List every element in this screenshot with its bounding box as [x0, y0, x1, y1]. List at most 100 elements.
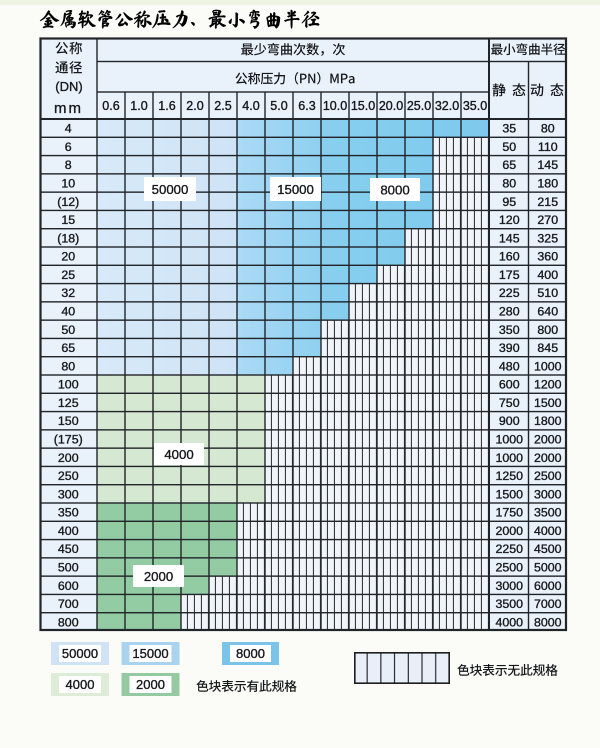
svg-text:4500: 4500	[534, 542, 562, 556]
svg-text:50000: 50000	[62, 646, 98, 661]
svg-text:4.0: 4.0	[242, 99, 259, 113]
svg-text:270: 270	[537, 213, 558, 227]
svg-text:2500: 2500	[534, 469, 562, 483]
svg-text:80: 80	[61, 359, 75, 373]
svg-text:2000: 2000	[144, 569, 173, 584]
svg-text:750: 750	[499, 396, 520, 410]
svg-text:700: 700	[58, 597, 79, 611]
svg-text:300: 300	[58, 487, 79, 501]
svg-text:1200: 1200	[534, 378, 562, 392]
svg-text:2000: 2000	[495, 524, 523, 538]
svg-text:510: 510	[537, 286, 558, 300]
svg-text:1000: 1000	[495, 451, 523, 465]
svg-text:5.0: 5.0	[270, 99, 287, 113]
svg-text:225: 225	[499, 286, 520, 300]
svg-text:95: 95	[502, 195, 516, 209]
svg-text:50: 50	[61, 323, 75, 337]
svg-text:15: 15	[61, 213, 75, 227]
svg-text:65: 65	[502, 158, 516, 172]
svg-text:1000: 1000	[534, 359, 562, 373]
svg-text:100: 100	[58, 378, 79, 392]
svg-text:mm: mm	[54, 100, 83, 117]
svg-text:15.0: 15.0	[351, 99, 375, 113]
svg-text:3000: 3000	[495, 579, 523, 593]
svg-text:32: 32	[61, 286, 75, 300]
svg-text:325: 325	[537, 231, 558, 245]
svg-text:25.0: 25.0	[407, 99, 431, 113]
svg-text:80: 80	[502, 176, 516, 190]
svg-text:120: 120	[499, 213, 520, 227]
svg-text:32.0: 32.0	[435, 99, 459, 113]
svg-text:15000: 15000	[277, 182, 314, 197]
svg-text:20.0: 20.0	[379, 99, 403, 113]
svg-text:(175): (175)	[54, 432, 83, 446]
svg-text:4000: 4000	[495, 615, 523, 629]
svg-text:2.0: 2.0	[186, 99, 203, 113]
svg-text:3500: 3500	[534, 506, 562, 520]
svg-text:600: 600	[499, 378, 520, 392]
svg-text:350: 350	[499, 323, 520, 337]
svg-text:0.6: 0.6	[102, 99, 119, 113]
svg-text:800: 800	[537, 323, 558, 337]
svg-text:4000: 4000	[534, 524, 562, 538]
svg-text:50000: 50000	[152, 182, 189, 197]
svg-text:280: 280	[499, 304, 520, 318]
svg-text:1750: 1750	[495, 506, 523, 520]
svg-text:2500: 2500	[495, 560, 523, 574]
svg-text:1000: 1000	[495, 432, 523, 446]
svg-text:10.0: 10.0	[323, 99, 347, 113]
svg-text:400: 400	[58, 524, 79, 538]
svg-text:1500: 1500	[534, 396, 562, 410]
svg-text:8000: 8000	[236, 646, 265, 661]
svg-text:50: 50	[502, 140, 516, 154]
svg-text:15000: 15000	[132, 646, 168, 661]
svg-text:80: 80	[541, 122, 555, 136]
svg-text:250: 250	[58, 469, 79, 483]
svg-text:200: 200	[58, 451, 79, 465]
svg-text:800: 800	[58, 615, 79, 629]
svg-text:6: 6	[65, 140, 72, 154]
svg-text:360: 360	[537, 250, 558, 264]
svg-text:3500: 3500	[495, 597, 523, 611]
svg-text:(18): (18)	[57, 231, 79, 245]
svg-text:6.3: 6.3	[298, 99, 315, 113]
svg-text:2000: 2000	[534, 451, 562, 465]
svg-text:180: 180	[537, 176, 558, 190]
svg-text:160: 160	[499, 250, 520, 264]
svg-text:175: 175	[499, 268, 520, 282]
svg-text:1.0: 1.0	[130, 99, 147, 113]
svg-text:110: 110	[538, 140, 558, 154]
svg-text:8000: 8000	[534, 615, 562, 629]
svg-text:3000: 3000	[534, 487, 562, 501]
svg-text:390: 390	[499, 341, 520, 355]
svg-text:2.5: 2.5	[214, 99, 231, 113]
svg-text:640: 640	[537, 304, 558, 318]
svg-text:150: 150	[58, 414, 79, 428]
svg-text:2250: 2250	[495, 542, 523, 556]
svg-text:1250: 1250	[495, 469, 523, 483]
svg-text:500: 500	[58, 560, 79, 574]
svg-text:125: 125	[58, 396, 79, 410]
svg-text:4000: 4000	[164, 447, 193, 462]
svg-text:35.0: 35.0	[463, 99, 487, 113]
svg-text:900: 900	[499, 414, 520, 428]
svg-text:1.6: 1.6	[158, 99, 175, 113]
svg-text:2000: 2000	[534, 432, 562, 446]
svg-text:4000: 4000	[66, 677, 95, 692]
svg-text:350: 350	[58, 506, 79, 520]
svg-text:(12): (12)	[57, 195, 79, 209]
svg-text:20: 20	[61, 250, 75, 264]
svg-text:145: 145	[499, 231, 520, 245]
svg-text:25: 25	[61, 268, 75, 282]
svg-text:1800: 1800	[534, 414, 562, 428]
svg-text:480: 480	[499, 359, 520, 373]
svg-text:145: 145	[537, 158, 558, 172]
svg-text:65: 65	[61, 341, 75, 355]
svg-text:40: 40	[61, 304, 75, 318]
svg-text:450: 450	[58, 542, 79, 556]
svg-text:6000: 6000	[534, 579, 562, 593]
svg-text:7000: 7000	[534, 597, 562, 611]
svg-text:845: 845	[537, 341, 558, 355]
svg-text:8000: 8000	[380, 182, 409, 197]
svg-text:(DN): (DN)	[55, 79, 82, 94]
